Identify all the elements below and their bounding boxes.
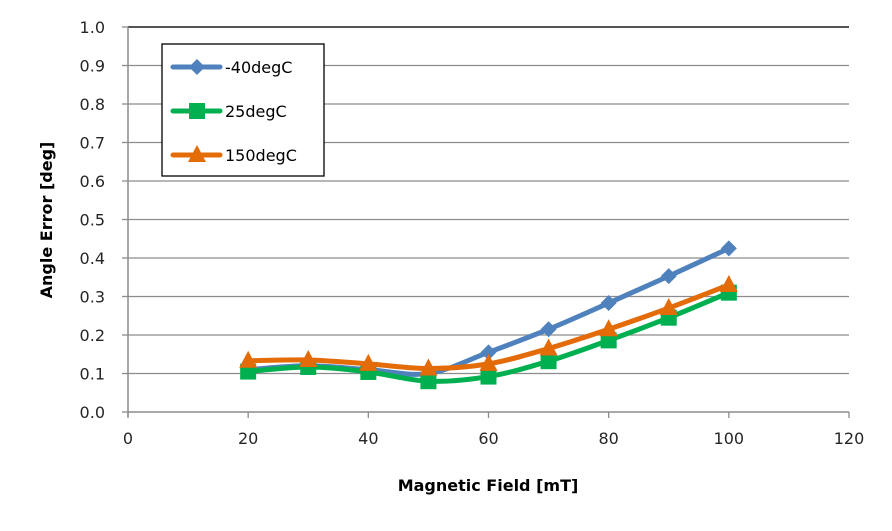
axes: [122, 26, 850, 418]
legend-label: 25degC: [225, 102, 287, 121]
y-tick-label: 0.7: [80, 134, 105, 153]
x-tick-label: 80: [598, 429, 618, 448]
x-tick-label: 120: [834, 429, 865, 448]
legend-item: 150degC: [170, 145, 297, 165]
y-tick-label: 0.8: [80, 95, 105, 114]
data-point: [239, 350, 258, 368]
legend-marker: [188, 145, 206, 162]
data-point: [659, 298, 678, 316]
x-tick-label: 0: [123, 429, 133, 448]
legend-label: 150degC: [225, 146, 297, 165]
x-tick-labels: 0 20 40 60 80 100 120: [123, 429, 864, 448]
y-tick-label: 0.2: [80, 326, 105, 345]
data-point: [599, 319, 618, 337]
y-tick-label: 0.3: [80, 288, 105, 307]
y-axis-title: Angle Error [deg]: [37, 142, 56, 299]
data-point: [660, 268, 677, 285]
data-point: [600, 295, 617, 312]
y-tick-label: 0.9: [80, 57, 105, 76]
legend-marker: [189, 103, 205, 119]
y-tick-label: 0.1: [80, 365, 105, 384]
x-tick-label: 20: [238, 429, 258, 448]
data-point: [480, 344, 497, 361]
data-point: [539, 338, 558, 356]
legend-item: 25degC: [170, 102, 287, 121]
y-tick-label: 0.6: [80, 172, 105, 191]
x-tick-label: 60: [478, 429, 498, 448]
data-point: [299, 350, 318, 368]
y-tick-label: 1.0: [80, 18, 105, 37]
legend: -40degC 25degC 150degC: [161, 43, 325, 177]
y-tick-label: 0.0: [80, 403, 105, 422]
data-point: [720, 240, 737, 257]
data-point: [719, 274, 738, 292]
series-group: [239, 240, 738, 390]
y-tick-labels: 0.0 0.1 0.2 0.3 0.4 0.5 0.6 0.7 0.8 0.9 1.0: [80, 18, 105, 422]
data-point: [479, 353, 498, 371]
legend-label: -40degC: [225, 58, 292, 77]
y-tick-label: 0.5: [80, 211, 105, 230]
y-tick-label: 0.4: [80, 249, 105, 268]
legend-marker: [189, 59, 205, 75]
data-point: [359, 353, 378, 371]
data-point: [420, 373, 437, 390]
x-tick-label: 100: [714, 429, 745, 448]
data-point: [600, 332, 617, 349]
data-point: [540, 321, 557, 338]
x-axis-title: Magnetic Field [mT]: [398, 476, 579, 495]
legend-item: -40degC: [170, 58, 292, 77]
data-point: [419, 358, 438, 376]
x-tick-label: 40: [358, 429, 378, 448]
series-150degC: [239, 274, 738, 376]
data-point: [480, 368, 497, 385]
data-point: [540, 353, 557, 370]
